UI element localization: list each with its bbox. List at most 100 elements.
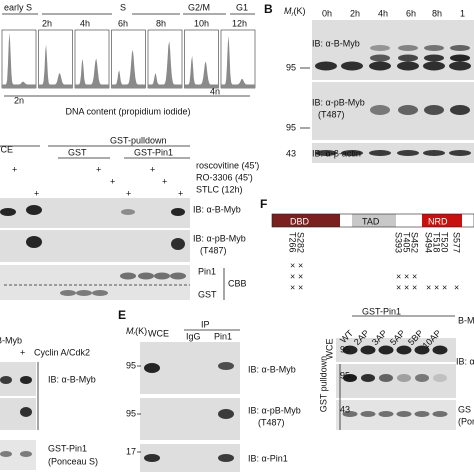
blot-label: GS [458,404,471,414]
band [398,105,418,115]
plus: + [126,188,131,198]
time: 1 [460,8,465,18]
mutation-mark: × [290,271,295,281]
band [398,45,418,51]
mutation-mark: × [412,271,417,281]
time: 8h [432,8,442,18]
blot-label: IB: α-B-Myb [48,374,96,384]
stain-band: Pin1 [198,266,216,276]
site: S452 [410,232,420,253]
band [343,374,357,382]
blot-label: IB: α-pB-Myb [193,233,246,243]
band [450,45,470,51]
mr-subscript: r [134,331,136,337]
mw-marker: 43 [340,404,350,414]
band [342,411,358,417]
group-label: GST-Pin1 [134,147,173,157]
axis-label: DNA content (propidium iodide) [65,106,190,116]
mr-symbol: M [284,6,292,16]
mw-marker: 95 [340,344,350,354]
band [449,61,471,71]
histogram [75,58,109,88]
phase: G2/M [188,2,210,12]
plus: + [110,176,115,186]
mw-marker: 95 [126,360,136,370]
mutation-mark: × [412,282,417,292]
band [154,272,170,280]
blot-label: (T487) [200,245,227,255]
lane-label: IgG [186,331,201,341]
domain [396,214,422,227]
band [144,454,160,462]
band [218,454,234,462]
group-label: GST-pulldown [110,135,167,145]
mutation-mark: × [442,282,447,292]
blot-label: IB: α-pB-Myb [312,97,365,107]
histogram-frame [111,29,146,89]
mutation-mark: × [298,260,303,270]
band [423,150,445,156]
band [20,376,32,384]
band [315,150,337,156]
blot-label: IB: α [456,356,474,366]
domain [272,214,340,227]
blot-label: IB: α-β-actin [312,148,361,158]
band [0,376,12,384]
panel-letter: E [118,308,126,322]
band [360,345,376,355]
domain-label: DBD [290,216,310,226]
plus: + [12,164,17,174]
site: T520 [440,232,450,253]
band [138,272,154,280]
site: S577 [452,232,462,253]
band [397,61,419,71]
band [341,61,363,71]
time: 6h [118,18,128,28]
plus: + [150,164,155,174]
lane-label: Pin1 [214,331,232,341]
phase: G1 [236,2,248,12]
histogram [111,49,146,88]
band [397,150,419,156]
time: 0h [322,8,332,18]
domain [422,214,462,227]
domain-label: NRD [428,216,448,226]
band [76,290,92,296]
band [396,345,412,355]
blot [312,20,474,80]
mutation-mark: × [298,271,303,281]
blot-label: (T487) [318,109,345,119]
plus: + [34,188,39,198]
band [415,374,429,382]
mr-unit: (K) [135,326,147,336]
mr-unit: (K) [294,6,306,16]
band [433,374,447,382]
blot-label: IB: α-B-Myb [312,38,360,48]
band [424,105,444,115]
plus: + [178,188,183,198]
mw-marker: 95 [126,408,136,418]
phase: S [120,2,126,12]
mr-subscript: r [292,12,295,18]
mw-marker: 43 [286,148,296,158]
band [0,451,12,457]
time: 6h [406,8,416,18]
band [414,411,430,417]
band [144,363,160,373]
band [92,290,108,296]
domain [340,214,352,227]
site: S393 [394,232,404,253]
panel-letter: B [264,2,273,16]
band [370,45,390,51]
blot [336,364,456,398]
blot [140,398,240,440]
band [379,374,393,382]
band [218,409,234,419]
band [397,374,411,382]
histogram-frame [1,29,37,89]
site: T518 [432,232,442,253]
blot-label: IB: α-B-Myb [248,364,296,374]
domain-outline [271,213,474,228]
band [414,345,430,355]
histogram-frame [147,29,183,89]
